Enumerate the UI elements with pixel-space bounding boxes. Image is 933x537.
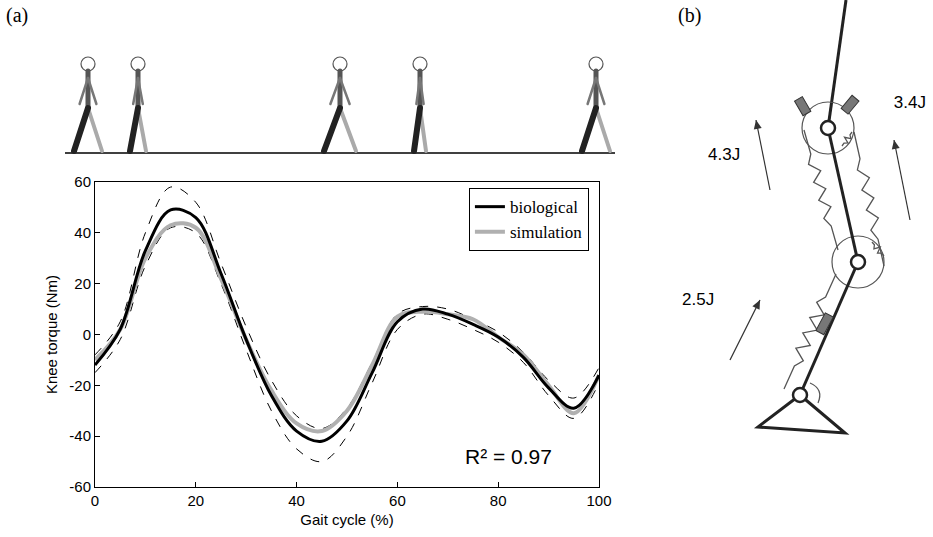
svg-text:2.5J: 2.5J: [682, 290, 714, 309]
svg-text:(b): (b): [678, 4, 701, 27]
svg-text:4.3J: 4.3J: [708, 145, 740, 164]
svg-text:3.4J: 3.4J: [894, 93, 926, 112]
svg-text:100: 100: [586, 492, 611, 509]
svg-text:40: 40: [74, 224, 91, 241]
svg-text:40: 40: [288, 492, 305, 509]
svg-text:Gait cycle (%): Gait cycle (%): [300, 511, 393, 528]
svg-text:R² = 0.97: R² = 0.97: [465, 445, 552, 468]
svg-text:0: 0: [91, 492, 99, 509]
svg-text:80: 80: [490, 492, 507, 509]
svg-text:-60: -60: [69, 478, 91, 495]
svg-text:60: 60: [74, 173, 91, 190]
svg-text:20: 20: [187, 492, 204, 509]
svg-text:(a): (a): [6, 4, 28, 27]
svg-text:Knee torque (Nm): Knee torque (Nm): [43, 275, 60, 394]
svg-text:60: 60: [389, 492, 406, 509]
svg-text:-20: -20: [69, 377, 91, 394]
svg-text:simulation: simulation: [510, 223, 582, 242]
svg-text:20: 20: [74, 275, 91, 292]
svg-text:biological: biological: [510, 198, 578, 217]
svg-text:-40: -40: [69, 427, 91, 444]
svg-text:0: 0: [83, 326, 91, 343]
